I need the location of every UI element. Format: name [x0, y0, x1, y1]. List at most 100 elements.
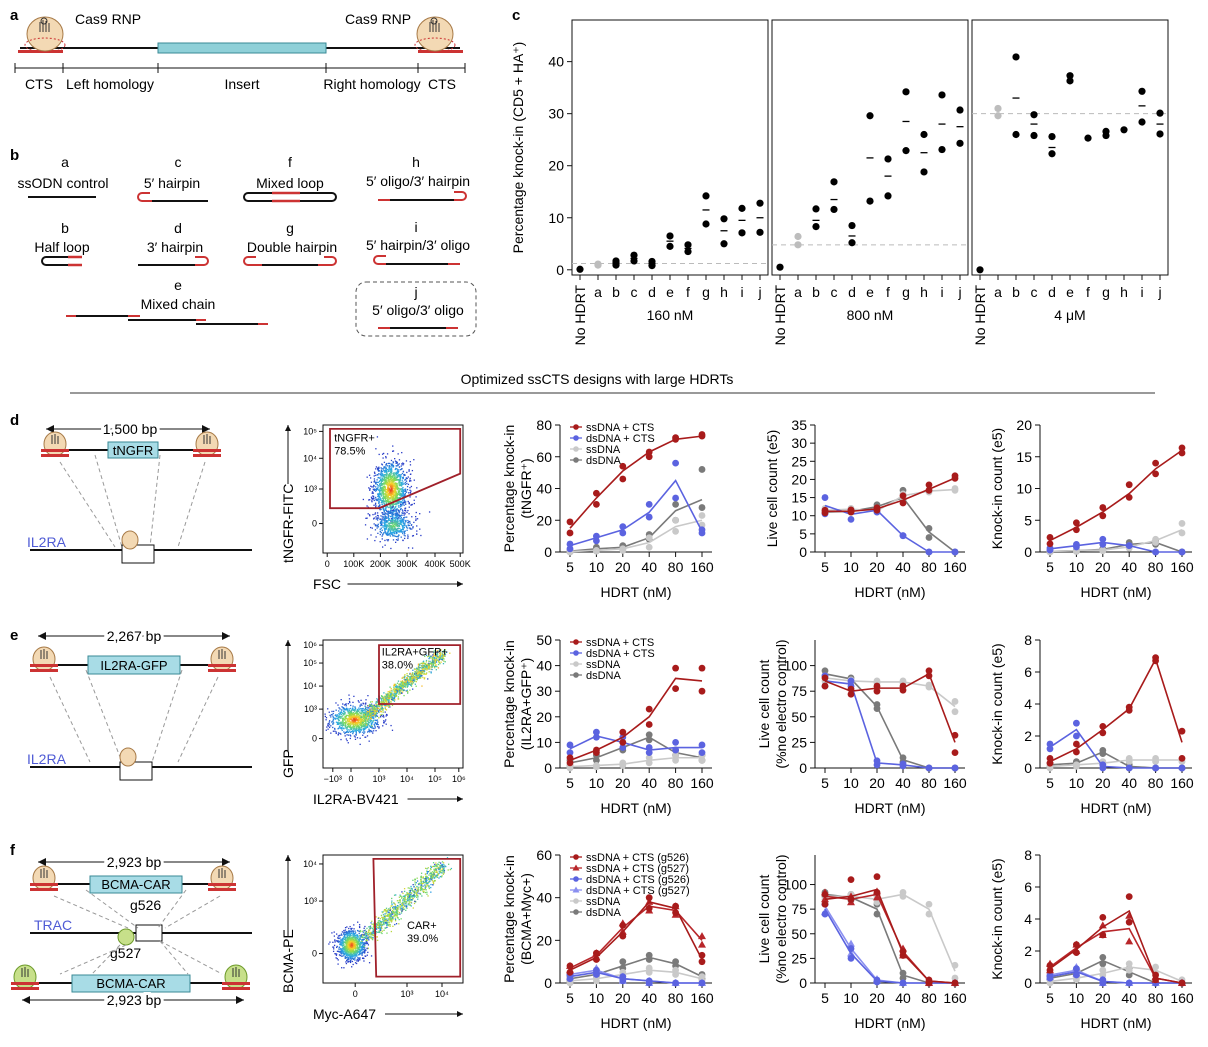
flow-f-event: [359, 949, 360, 950]
c-point: [1012, 131, 1019, 138]
flow-e-event: [350, 735, 351, 736]
flow-d-xarrow-head: [457, 581, 463, 587]
flow-d-ytick-label: 10⁴: [303, 453, 317, 463]
flow-d-event: [392, 528, 393, 529]
flow-f-event: [345, 942, 346, 943]
flow-f-event: [371, 955, 372, 956]
flow-d-event: [372, 493, 373, 494]
flow-d-event: [403, 490, 404, 491]
flow-e-event: [357, 737, 358, 738]
flow-f-event: [359, 947, 360, 948]
flow-e-event: [373, 715, 374, 716]
flow-e-event: [389, 692, 390, 693]
divider-title: Optimized ssCTS designs with large HDRTs: [461, 371, 734, 387]
region-cts-right: CTS: [428, 76, 456, 92]
flow-e-event: [424, 671, 425, 672]
flow-e-event: [389, 706, 390, 707]
flow-e-event: [363, 710, 364, 711]
flow-e-event: [371, 725, 372, 726]
flow-e-event: [371, 727, 372, 728]
flow-d-event: [376, 466, 377, 467]
flow-f-event: [363, 960, 364, 961]
flow-d-event: [379, 481, 380, 482]
flow-f-event: [347, 936, 348, 937]
flow-d-event: [377, 533, 378, 534]
flow-d-event: [407, 536, 408, 537]
flow-e-event: [373, 720, 374, 721]
flow-d-event: [409, 479, 410, 480]
flow-e-event: [382, 710, 383, 711]
flow-d-event: [398, 538, 399, 539]
flow-d-event: [400, 509, 401, 510]
c-point: [1012, 53, 1019, 60]
flow-e-event: [351, 712, 352, 713]
flow-e-event: [341, 710, 342, 711]
flow-d-event: [405, 490, 406, 491]
flow-d-event: [377, 512, 378, 513]
flow-d-event: [408, 501, 409, 502]
flow-e-event: [420, 667, 421, 668]
flow-e-event: [371, 731, 372, 732]
flow-d-event: [404, 533, 405, 534]
flow-e-event: [377, 706, 378, 707]
flow-d-event: [397, 473, 398, 474]
flow-d-event: [404, 517, 405, 518]
flow-e-event: [383, 722, 384, 723]
flow-f-event: [352, 946, 353, 947]
flow-d-event: [400, 493, 401, 494]
design-letter-f: f: [288, 154, 292, 170]
flow-d-event: [402, 540, 403, 541]
flow-e-event: [439, 659, 440, 660]
flow-e-event: [358, 729, 359, 730]
flow-d-event: [407, 478, 408, 479]
flow-d-event: [393, 526, 394, 527]
flow-d-event: [375, 512, 376, 513]
flow-d-event: [402, 464, 403, 465]
flow-e-event: [398, 686, 399, 687]
flow-f-event: [350, 931, 351, 932]
flow-e-event: [360, 704, 361, 705]
flow-f-event: [365, 950, 366, 951]
flow-e-event: [434, 663, 435, 664]
flow-e-event: [427, 678, 428, 679]
c-xtick-label: h: [720, 284, 728, 300]
flow-f-event: [350, 928, 351, 929]
flow-f-event: [328, 943, 329, 944]
flow-d-event: [398, 469, 399, 470]
flow-e-event: [420, 675, 421, 676]
flow-d-event: [384, 462, 385, 463]
flow-f-event: [332, 942, 333, 943]
flow-d-event: [401, 468, 402, 469]
flow-d-event: [392, 514, 393, 515]
flow-f-event: [359, 943, 360, 944]
flow-e-ytick-label: 10⁴: [303, 681, 317, 691]
flow-d-event: [374, 540, 375, 541]
flow-f-event: [336, 953, 337, 954]
flow-f-event: [353, 932, 354, 933]
flow-d-event: [396, 493, 397, 494]
flow-d-event: [383, 500, 384, 501]
flow-e-event: [360, 710, 361, 711]
flow-d-event: [386, 513, 387, 514]
flow-d-event: [374, 500, 375, 501]
flow-f-event: [350, 935, 351, 936]
flow-d-event: [400, 480, 401, 481]
flow-e-event: [367, 727, 368, 728]
c-point: [848, 239, 855, 246]
flow-e-event: [436, 669, 437, 670]
flow-e-event: [373, 730, 374, 731]
flow-d-event: [405, 484, 406, 485]
flow-d-event: [402, 481, 403, 482]
flow-e-event: [356, 734, 357, 735]
flow-e-event: [348, 729, 349, 730]
flow-d-event: [410, 478, 411, 479]
flow-d-event: [373, 486, 374, 487]
flow-d-event: [377, 527, 378, 528]
flow-e-event: [361, 721, 362, 722]
flow-d-event: [386, 495, 387, 496]
flow-f-event: [353, 946, 354, 947]
flow-e-ytick-label: 10³: [304, 704, 317, 714]
flow-f-event: [428, 867, 429, 868]
flow-e-event: [338, 732, 339, 733]
